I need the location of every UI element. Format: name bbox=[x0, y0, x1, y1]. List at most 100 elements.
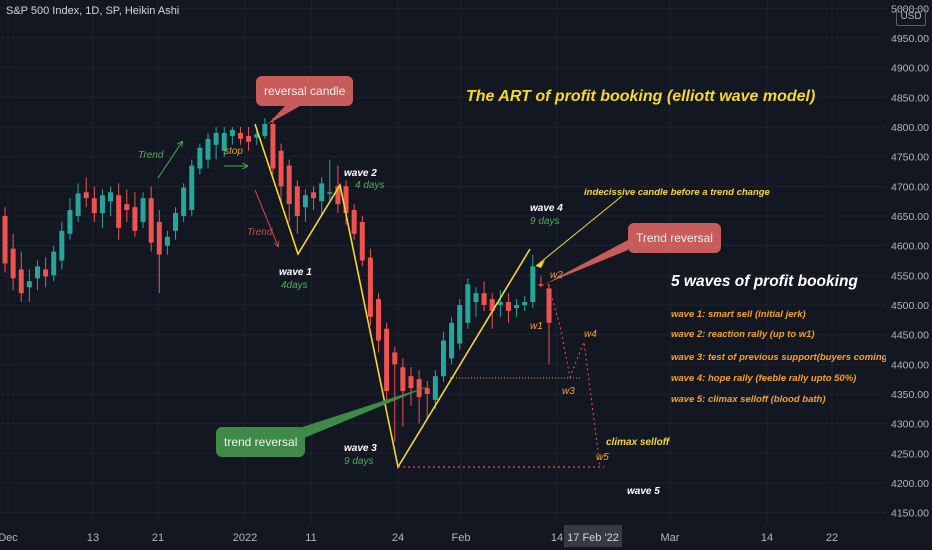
wave1-label: wave 1 bbox=[279, 267, 312, 278]
y-tick-label: 4800.00 bbox=[891, 122, 929, 134]
candle-body bbox=[376, 299, 382, 341]
candle-series bbox=[2, 118, 552, 442]
trend-down-arrow bbox=[254, 189, 278, 246]
legend-item-5: wave 5: climax selloff (blood bath) bbox=[671, 394, 826, 405]
candle-body bbox=[465, 284, 471, 323]
y-tick-label: 4600.00 bbox=[891, 241, 929, 253]
candle-body bbox=[246, 135, 252, 142]
projected-wave-path bbox=[547, 283, 601, 467]
candle-body bbox=[538, 284, 544, 286]
candle-body bbox=[343, 186, 349, 214]
reversal-candle-callout: reversal candle bbox=[256, 76, 354, 106]
w5-label: w5 bbox=[596, 452, 609, 463]
candle-body bbox=[108, 192, 114, 202]
price-axis[interactable]: 4150.00 4200.00 4250.00 4300.00 4350.00 4400.… bbox=[886, 0, 932, 550]
candle-body bbox=[505, 302, 511, 311]
trend-down-label: Trend bbox=[247, 227, 273, 238]
candle-body bbox=[319, 183, 325, 202]
candle-body bbox=[400, 367, 406, 392]
y-tick-label: 4150.00 bbox=[891, 508, 929, 520]
candle-body bbox=[237, 132, 243, 139]
wave2-days: 4 days bbox=[355, 180, 384, 191]
candle-body bbox=[367, 257, 373, 317]
candle-body bbox=[18, 269, 24, 294]
candle-body bbox=[51, 251, 57, 276]
w4-label: w4 bbox=[584, 329, 597, 340]
crosshair-date-box bbox=[564, 525, 622, 547]
time-axis[interactable]: Dec 13 21 2022 11 24 Feb 14 Mar 14 22 bbox=[0, 525, 886, 550]
candle-body bbox=[59, 230, 65, 261]
candle-body bbox=[514, 305, 520, 308]
x-tick-label: 14 bbox=[761, 532, 773, 544]
y-tick-label: 4950.00 bbox=[891, 33, 929, 45]
candle-body bbox=[497, 302, 503, 305]
candle-body bbox=[424, 388, 430, 394]
stop-label: stop bbox=[224, 146, 243, 157]
trend-up-label: Trend bbox=[138, 150, 164, 161]
candle-body bbox=[311, 192, 317, 199]
candle-body bbox=[156, 221, 162, 255]
w1-label: w1 bbox=[530, 321, 543, 332]
x-tick-label: 14 bbox=[551, 532, 563, 544]
candle-body bbox=[148, 198, 154, 243]
x-tick-label: 13 bbox=[87, 532, 99, 544]
candle-body bbox=[189, 165, 195, 211]
candle-body bbox=[213, 132, 219, 145]
x-tick-label: Mar bbox=[661, 532, 680, 544]
candle-body bbox=[384, 328, 390, 392]
legend-item-3: wave 3: test of previous support(buyers … bbox=[671, 352, 891, 363]
wave4-days: 9 days bbox=[530, 216, 559, 227]
time-axis-bg bbox=[0, 525, 886, 550]
candle-body bbox=[530, 266, 536, 303]
candle-body bbox=[197, 147, 203, 169]
headline: The ART of profit booking (elliott wave … bbox=[466, 88, 815, 105]
w3-label: w3 bbox=[562, 386, 575, 397]
candle-body bbox=[408, 376, 414, 389]
crosshair-date-label: 17 Feb '22 bbox=[567, 532, 619, 544]
x-tick-label: Dec bbox=[0, 532, 18, 544]
y-tick-label: 4500.00 bbox=[891, 300, 929, 312]
y-tick-label: 5000.00 bbox=[891, 3, 929, 15]
candle-body bbox=[457, 305, 463, 344]
candle-body bbox=[75, 193, 81, 216]
y-tick-label: 4300.00 bbox=[891, 419, 929, 431]
candle-body bbox=[270, 124, 276, 169]
trend-reversal-right-pointer bbox=[545, 240, 628, 284]
wave-annotations: The ART of profit booking (elliott wave … bbox=[138, 88, 891, 497]
trend-reversal-left-callout: trend reversal bbox=[216, 427, 306, 457]
legend-item-4: wave 4: hope rally (feeble rally upto 50… bbox=[671, 373, 856, 384]
wave3-label: wave 3 bbox=[344, 443, 377, 454]
w2-label: w2 bbox=[550, 270, 563, 281]
climax-label: climax selloff bbox=[606, 437, 671, 448]
wave5-label: wave 5 bbox=[627, 486, 660, 497]
candle-body bbox=[181, 187, 187, 216]
wave3-days: 9 days bbox=[344, 456, 373, 467]
candle-body bbox=[449, 322, 455, 359]
candle-body bbox=[254, 134, 260, 138]
x-tick-label: Feb bbox=[452, 532, 471, 544]
candle-body bbox=[335, 186, 341, 205]
wave-zigzag-line bbox=[254, 123, 531, 470]
y-tick-label: 4450.00 bbox=[891, 330, 929, 342]
price-axis-bg bbox=[886, 0, 932, 550]
candle-body bbox=[83, 192, 89, 199]
indecisive-label: indecissive candle before a trend change bbox=[584, 187, 771, 198]
y-tick-label: 4900.00 bbox=[891, 63, 929, 75]
candle-body bbox=[286, 165, 292, 205]
y-tick-label: 4700.00 bbox=[891, 181, 929, 193]
x-tick-label: 21 bbox=[152, 532, 164, 544]
candle-body bbox=[91, 198, 97, 214]
candle-body bbox=[124, 204, 130, 211]
x-tick-label: 22 bbox=[826, 532, 838, 544]
candle-body bbox=[140, 198, 146, 222]
candle-body bbox=[327, 192, 333, 194]
currency-badge[interactable]: USD bbox=[896, 8, 926, 26]
grid-lines bbox=[0, 0, 886, 525]
candle-body bbox=[489, 299, 495, 311]
candle-body bbox=[522, 302, 528, 305]
candle-body bbox=[392, 352, 398, 365]
candle-body bbox=[26, 281, 32, 288]
y-tick-label: 4550.00 bbox=[891, 270, 929, 282]
candle-body bbox=[416, 379, 422, 397]
